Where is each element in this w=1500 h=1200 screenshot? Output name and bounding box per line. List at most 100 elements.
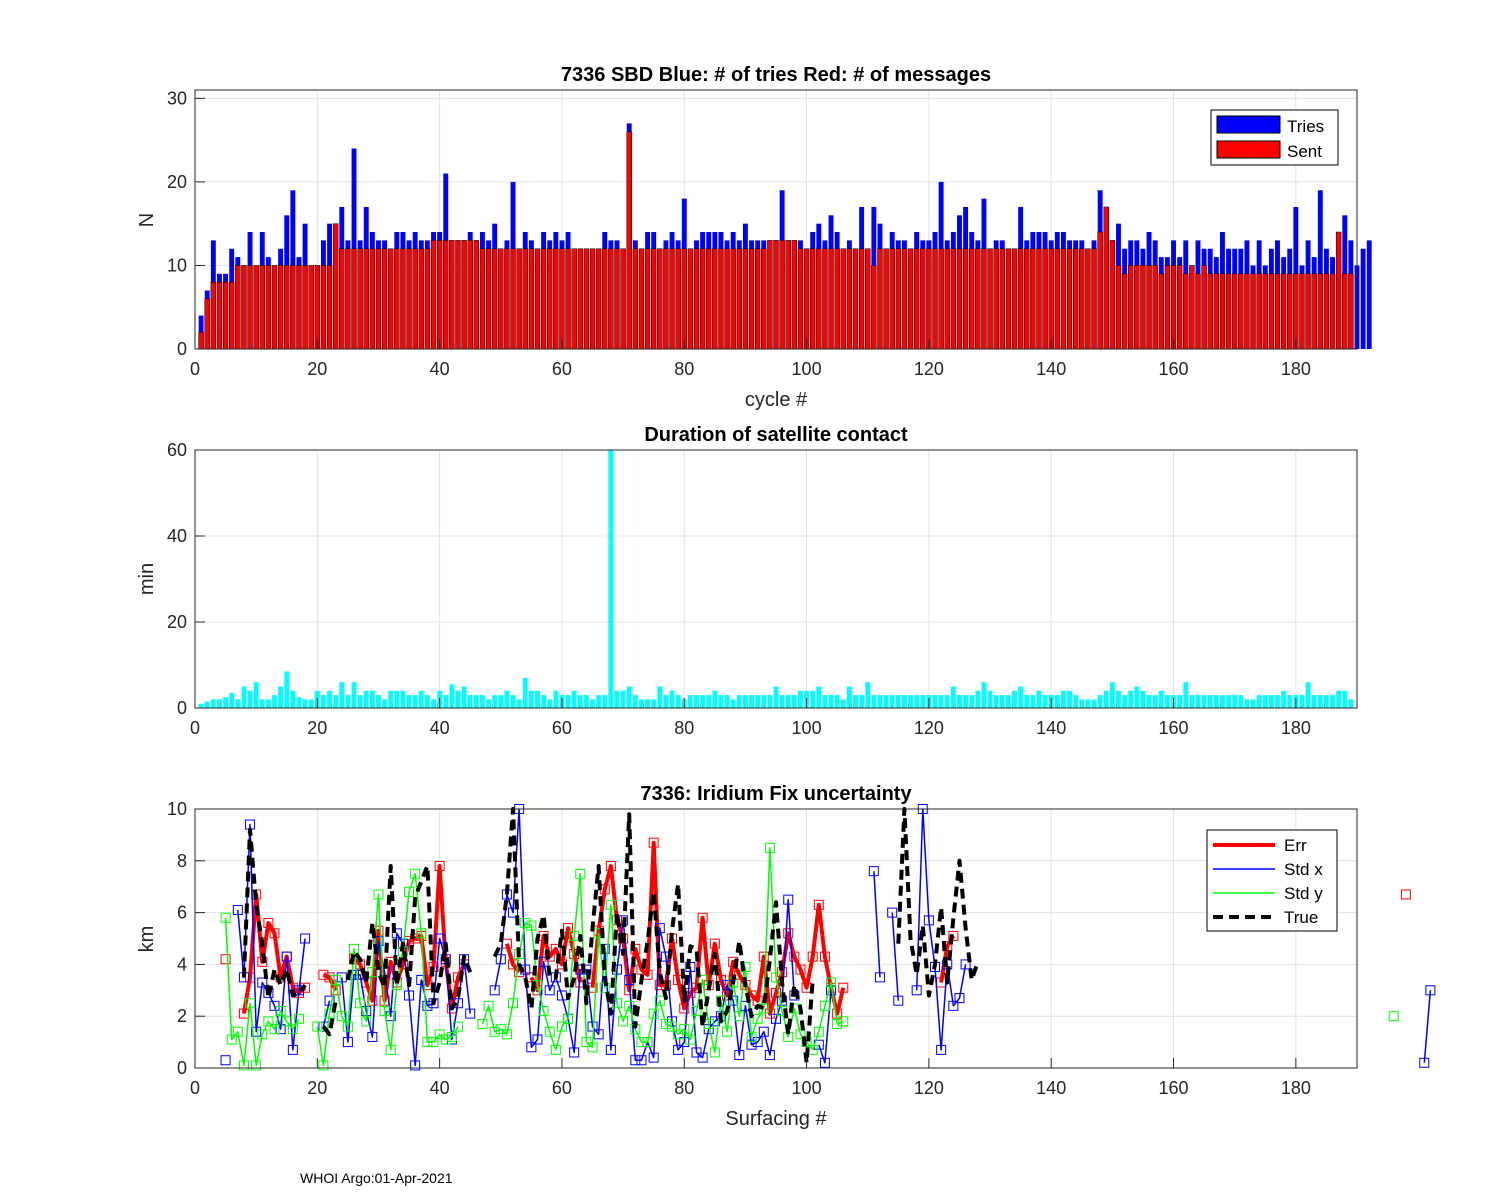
std-y-marker <box>587 1042 598 1053</box>
duration-bar <box>975 690 981 708</box>
sent-bar <box>528 248 535 350</box>
sent-bar <box>889 248 895 350</box>
sent-bar <box>950 248 957 350</box>
sent-bar <box>339 248 345 350</box>
legend-label-stdx: Std x <box>1284 860 1323 879</box>
y-tick-label: 30 <box>167 88 187 108</box>
duration-bar <box>1195 695 1201 708</box>
sent-bar <box>840 248 846 350</box>
std-y-marker <box>452 1021 463 1032</box>
std-x-marker <box>893 995 904 1006</box>
std-x-marker <box>569 1047 580 1058</box>
sent-bar <box>1213 273 1220 350</box>
duration-bar <box>1146 695 1152 708</box>
sent-bar <box>962 248 969 350</box>
duration-bar <box>846 686 852 708</box>
duration-bar <box>406 695 412 708</box>
grid <box>194 449 1357 709</box>
std-x-marker <box>673 1044 684 1055</box>
std-y-marker <box>379 1006 390 1017</box>
legend-swatch-tries <box>1216 115 1281 134</box>
std-x-marker <box>404 990 415 1001</box>
duration-bar <box>590 699 595 708</box>
sent-bar <box>913 248 920 350</box>
err-marker <box>434 860 445 871</box>
sent-bar <box>828 248 834 350</box>
duration-bar <box>388 690 394 708</box>
duration-bar <box>1024 695 1030 708</box>
chart-title: Duration of satellite contact <box>644 424 908 446</box>
y-tick-label: 10 <box>167 799 187 819</box>
tries-sent-chart: 7336 SBD Blue: # of tries Red: # of mess… <box>136 64 1372 411</box>
tick-labels: 0 20 40 60 80 100 120 140 160 180 0 20 40 60 <box>167 440 1311 738</box>
duration-bar <box>742 695 748 708</box>
sent-bar <box>265 265 272 350</box>
duration-bar <box>547 699 553 708</box>
sent-bar <box>253 265 259 350</box>
err-marker <box>715 974 726 985</box>
err-marker <box>838 982 849 993</box>
std-x-marker <box>1425 985 1436 996</box>
sent-bar <box>345 248 351 350</box>
sent-bar <box>1054 248 1061 350</box>
duration-bar <box>1097 695 1103 708</box>
tries-bar <box>1366 240 1372 349</box>
std-x-marker <box>422 1000 433 1011</box>
duration-bar <box>779 695 785 708</box>
duration-bar <box>247 690 253 708</box>
sent-bar <box>1274 273 1281 350</box>
std-y-marker <box>226 1034 237 1045</box>
sent-bar <box>1164 265 1171 350</box>
x-tick-label: 160 <box>1159 718 1189 738</box>
duration-bar <box>345 695 351 708</box>
x-tick-label: 180 <box>1281 1078 1311 1098</box>
legend-label-tries: Tries <box>1287 117 1324 136</box>
std-x-line <box>237 823 306 1051</box>
sent-bar <box>1097 231 1103 350</box>
std-x-marker <box>954 993 965 1004</box>
err-line <box>529 926 583 993</box>
sent-bar <box>822 248 828 350</box>
chart-title: 7336: Iridium Fix uncertainty <box>640 783 912 805</box>
sent-bar <box>754 248 761 350</box>
y-axis-label: min <box>136 563 158 595</box>
duration-bar <box>889 695 895 708</box>
std-x-marker <box>868 866 879 877</box>
sent-bar <box>1140 265 1146 350</box>
err-line <box>590 840 846 1016</box>
std-y-marker <box>642 1037 653 1048</box>
duration-bar <box>810 690 816 708</box>
err-marker <box>526 972 537 983</box>
std-y-marker <box>667 1021 678 1032</box>
x-tick-label: 140 <box>1036 359 1066 379</box>
duration-bar <box>278 686 284 708</box>
duration-bar <box>265 699 271 708</box>
duration-bar <box>1336 690 1342 708</box>
err-marker <box>220 954 231 965</box>
err-marker <box>948 930 959 941</box>
sent-bar <box>644 248 651 350</box>
duration-bar <box>1164 695 1170 708</box>
sent-bar <box>785 240 791 350</box>
duration-bar <box>290 690 296 708</box>
sent-bar <box>1207 273 1213 350</box>
sent-bar <box>326 265 333 350</box>
sent-bar <box>1170 265 1177 350</box>
x-tick-label: 80 <box>674 1078 694 1098</box>
sent-bar <box>583 248 590 350</box>
duration-bar <box>528 690 534 708</box>
duration-bar <box>553 690 559 708</box>
tick-labels: 0 20 40 60 80 100 120 140 160 180 0 10 20 30 <box>167 88 1311 379</box>
sent-bar <box>816 248 822 350</box>
duration-bar <box>492 695 498 708</box>
duration-bar <box>724 695 730 708</box>
std-y-marker <box>605 899 616 910</box>
sent-bar <box>571 248 577 350</box>
std-y-marker <box>269 1024 280 1035</box>
duration-bar <box>369 690 375 708</box>
true-line <box>241 827 307 1001</box>
std-y-marker <box>648 1008 659 1019</box>
sent-bar <box>706 248 712 350</box>
y-tick-label: 60 <box>167 440 187 460</box>
err-marker <box>1400 889 1411 900</box>
